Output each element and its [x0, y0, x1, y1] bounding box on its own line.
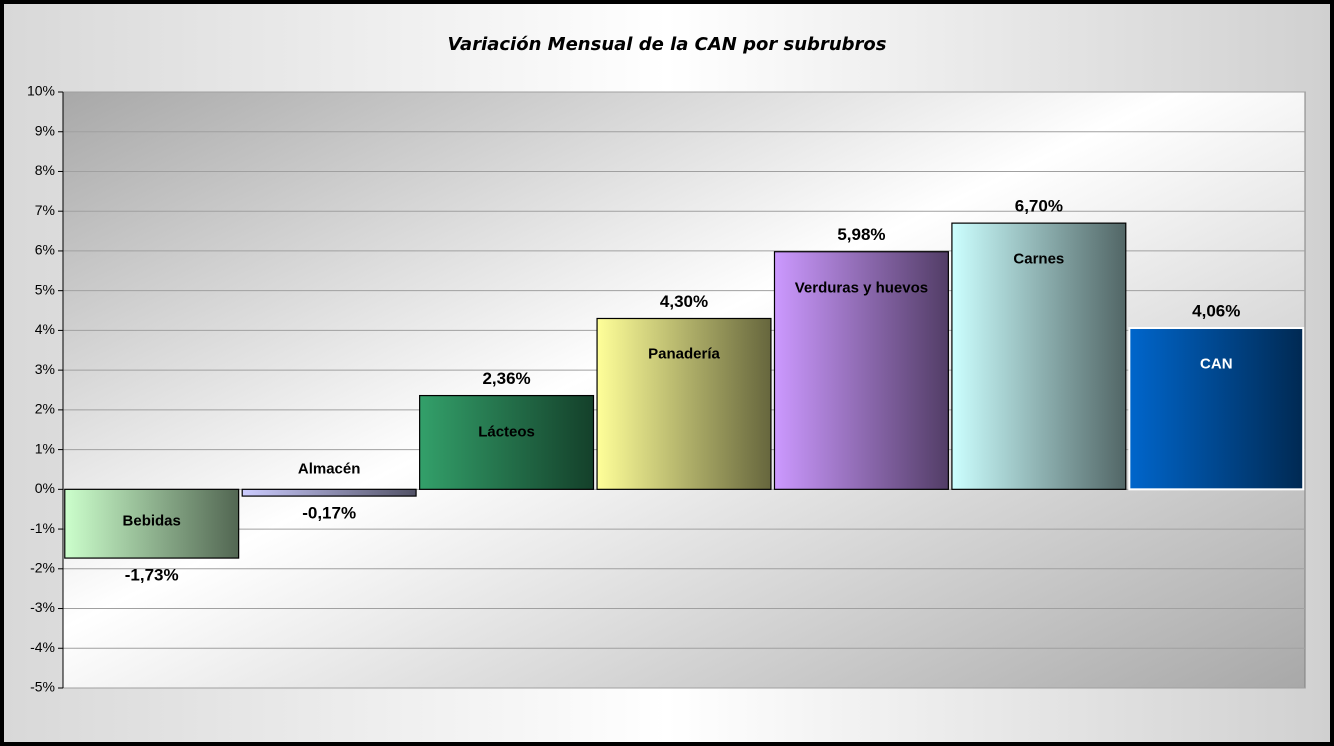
category-label: Carnes: [1013, 250, 1065, 268]
y-tick-label: 4%: [35, 321, 55, 337]
bar: [1128, 327, 1305, 491]
value-label: 6,70%: [1015, 197, 1063, 216]
bar: [419, 394, 595, 490]
y-tick-label: -2%: [30, 560, 55, 576]
bar: [596, 317, 772, 490]
bar: [773, 251, 949, 490]
value-label: 5,98%: [837, 225, 885, 244]
y-tick-label: 8%: [35, 162, 55, 178]
y-tick-label: 3%: [35, 361, 55, 377]
value-label: -1,73%: [125, 566, 179, 585]
y-tick-label: -4%: [30, 639, 55, 655]
category-label: Verduras y huevos: [794, 279, 929, 297]
y-tick-label: 1%: [35, 440, 55, 456]
category-label: Bebidas: [122, 512, 181, 530]
category-label: Lácteos: [478, 423, 535, 441]
y-tick-label: 7%: [35, 202, 55, 218]
category-label: Panadería: [648, 345, 720, 363]
category-label: CAN: [1200, 355, 1233, 373]
y-tick-label: 5%: [35, 281, 55, 297]
y-tick-label: 10%: [27, 83, 55, 99]
y-tick-label: -5%: [30, 679, 55, 695]
category-label: Almacén: [297, 460, 361, 478]
y-tick-label: 6%: [35, 242, 55, 258]
y-tick-label: 0%: [35, 480, 55, 496]
bar: [951, 222, 1127, 490]
bar: [64, 488, 240, 559]
value-label: 2,36%: [482, 369, 530, 388]
y-tick-label: 2%: [35, 401, 55, 417]
value-label: 4,30%: [660, 292, 708, 311]
y-tick-label: -1%: [30, 520, 55, 536]
y-tick-label: -3%: [30, 599, 55, 615]
chart-title: Variación Mensual de la CAN por subrubro…: [448, 34, 887, 55]
value-label: 4,06%: [1192, 302, 1240, 321]
value-label: -0,17%: [302, 504, 356, 523]
y-tick-label: 9%: [35, 122, 55, 138]
bar: [241, 488, 417, 497]
